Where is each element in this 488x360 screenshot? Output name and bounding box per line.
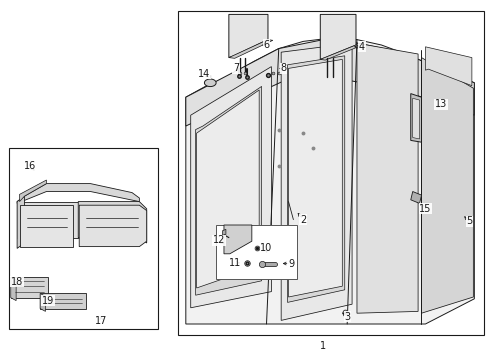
Bar — [9, 148, 158, 329]
Text: 16: 16 — [24, 161, 37, 171]
Polygon shape — [281, 43, 351, 320]
Polygon shape — [20, 205, 73, 247]
Text: 12: 12 — [212, 235, 225, 246]
Polygon shape — [288, 59, 342, 297]
Polygon shape — [228, 14, 267, 58]
Polygon shape — [224, 225, 251, 254]
Polygon shape — [17, 184, 139, 203]
Polygon shape — [410, 94, 421, 142]
Bar — [216, 225, 296, 279]
Polygon shape — [204, 79, 216, 86]
Text: 11: 11 — [228, 258, 241, 268]
Polygon shape — [421, 58, 472, 313]
Text: 9: 9 — [287, 258, 293, 269]
Polygon shape — [410, 192, 421, 203]
Bar — [178, 11, 483, 335]
Text: 15: 15 — [418, 204, 431, 214]
Text: 13: 13 — [434, 99, 447, 109]
Text: 3: 3 — [344, 312, 349, 322]
Polygon shape — [320, 45, 360, 60]
Polygon shape — [20, 180, 46, 202]
Text: 7: 7 — [233, 63, 239, 73]
Text: 6: 6 — [263, 40, 269, 50]
Polygon shape — [356, 43, 417, 313]
Text: 5: 5 — [466, 216, 471, 226]
Text: 4: 4 — [358, 42, 364, 52]
Polygon shape — [425, 47, 471, 86]
Text: 1: 1 — [319, 341, 325, 351]
Text: 17: 17 — [95, 316, 107, 326]
Polygon shape — [11, 277, 48, 298]
Polygon shape — [222, 229, 225, 236]
Polygon shape — [40, 293, 45, 311]
Polygon shape — [79, 205, 146, 247]
Polygon shape — [11, 277, 16, 301]
Polygon shape — [196, 90, 259, 288]
Polygon shape — [17, 196, 24, 248]
Text: 10: 10 — [260, 243, 272, 253]
Polygon shape — [287, 56, 344, 302]
Polygon shape — [190, 67, 271, 308]
Polygon shape — [40, 293, 85, 309]
Polygon shape — [17, 202, 139, 238]
Polygon shape — [195, 86, 261, 295]
Text: 18: 18 — [11, 276, 23, 287]
Text: 2: 2 — [300, 215, 305, 225]
Polygon shape — [320, 14, 355, 59]
Polygon shape — [78, 202, 146, 243]
Text: 14: 14 — [198, 69, 210, 79]
Polygon shape — [185, 38, 473, 126]
Polygon shape — [228, 40, 272, 58]
Polygon shape — [185, 38, 473, 324]
Text: 19: 19 — [41, 296, 54, 306]
Text: 8: 8 — [280, 63, 286, 73]
Polygon shape — [412, 98, 419, 139]
